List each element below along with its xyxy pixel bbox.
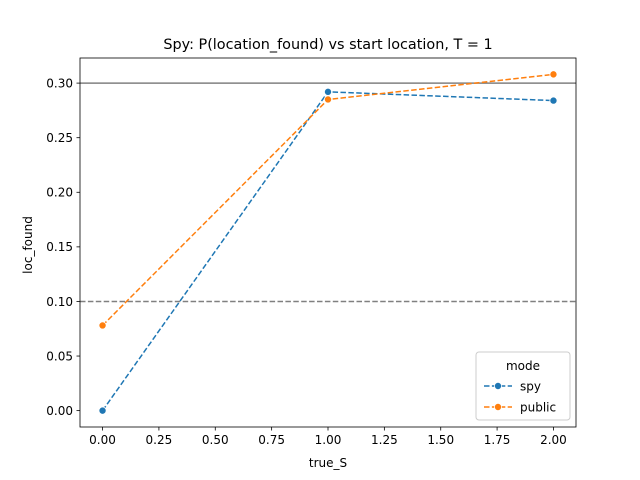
y-tick-label: 0.15 — [46, 240, 73, 254]
x-tick-label: 2.00 — [540, 433, 567, 447]
x-tick-label: 1.00 — [315, 433, 342, 447]
y-tick-label: 0.05 — [46, 349, 73, 363]
series-line-public — [102, 73, 554, 326]
legend-entry-spy: spy — [520, 379, 541, 393]
legend-marker-spy — [493, 381, 502, 390]
x-axis-label: true_S — [309, 456, 347, 470]
x-tick-label: 0.00 — [89, 433, 116, 447]
x-tick-label: 0.75 — [258, 433, 285, 447]
x-tick-label: 1.75 — [484, 433, 511, 447]
plot-area: 0.00 0.25 0.50 0.75 1.00 1.25 1.50 1.75 2.00 0.00… — [46, 57, 577, 447]
x-tick-label: 0.25 — [146, 433, 173, 447]
data-point-spy-2 — [549, 96, 558, 105]
x-tick-label: 0.50 — [202, 433, 229, 447]
legend-marker-public — [493, 402, 502, 411]
legend: mode spy public — [475, 351, 571, 421]
x-tick-label: 1.50 — [427, 433, 454, 447]
y-tick-label: 0.20 — [46, 186, 73, 200]
data-point-spy-0 — [98, 406, 107, 415]
data-point-public-2 — [549, 70, 558, 79]
x-tick-label: 1.25 — [371, 433, 398, 447]
legend-box — [475, 351, 571, 421]
legend-entry-public: public — [520, 400, 556, 414]
legend-title: mode — [506, 359, 540, 373]
y-axis-label: loc_found — [21, 216, 35, 274]
data-point-public-1 — [323, 95, 332, 104]
y-tick-label: 0.25 — [46, 131, 73, 145]
y-tick-label: 0.00 — [46, 404, 73, 418]
chart-title: Spy: P(location_found) vs start location… — [163, 37, 492, 53]
data-point-spy-1 — [323, 87, 332, 96]
y-tick-label: 0.10 — [46, 295, 73, 309]
y-tick-label: 0.30 — [46, 76, 73, 90]
data-point-public-0 — [98, 321, 107, 330]
